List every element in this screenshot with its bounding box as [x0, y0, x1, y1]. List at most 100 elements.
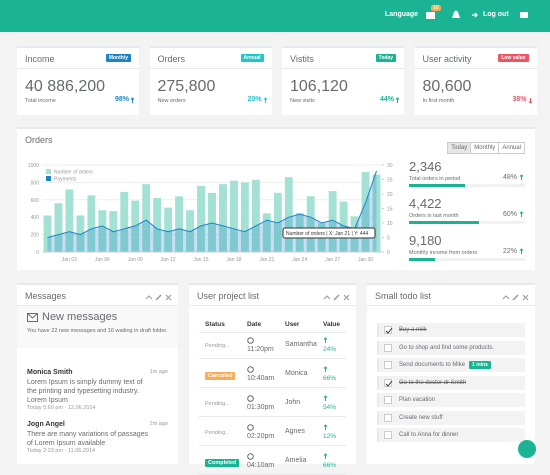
arrow-up: [323, 337, 328, 343]
progress-bar: [409, 221, 479, 224]
panel-tools: [145, 294, 172, 301]
summary-caption: Orders in last month: [409, 213, 459, 219]
y-tick-label: 400: [31, 215, 40, 221]
menu-icon[interactable]: [519, 11, 529, 20]
bar: [142, 184, 151, 252]
todo-panel: Small todo list Buy a milk Go to shop and…: [367, 283, 535, 464]
panel-tools: [323, 294, 350, 301]
y-tick-label: 600: [31, 198, 40, 204]
new-messages-box: New messages You have 22 new messages an…: [17, 306, 178, 348]
divider: [199, 358, 346, 359]
panel-title: Messages: [25, 291, 67, 301]
checkbox[interactable]: [384, 396, 392, 404]
stat-change: 38%: [512, 96, 527, 103]
stat-card: Income Monthly 40 886,200 Total income 98%: [17, 46, 139, 115]
message-name: Monica Smith: [27, 369, 73, 376]
arrow: [323, 453, 328, 459]
logout[interactable]: Log out: [483, 11, 509, 18]
x-tick-label: Jan 09: [128, 257, 143, 263]
chat-button[interactable]: [518, 440, 536, 458]
tooltip: Number of orders | X: Jan 21 | Y: 444: [286, 231, 368, 237]
arrow-up: [263, 97, 267, 103]
user: Agnes: [285, 428, 305, 435]
x-tick-label: Jan 12: [161, 257, 176, 263]
stat-tag: Low value: [498, 54, 529, 62]
projects-panel: User project list Status Date User Value Pen…: [189, 283, 356, 475]
x-tick-label: Jan 06: [95, 257, 110, 263]
checkbox[interactable]: [384, 431, 392, 439]
x-tick-label: Jan 03: [62, 257, 77, 263]
time: 02:20pm: [247, 433, 275, 440]
bar: [306, 196, 315, 252]
stat-tag: Annual: [240, 54, 264, 62]
range-button[interactable]: Annual: [498, 142, 525, 154]
legend-label: Number of orders: [54, 170, 93, 176]
range-button[interactable]: Today: [447, 142, 472, 154]
mail-icon[interactable]: [425, 10, 437, 20]
arrow: [323, 337, 328, 343]
stat-title: Vistits: [290, 54, 314, 64]
bar: [120, 191, 129, 252]
clock: [247, 395, 254, 402]
todo-badge: 1 mins: [469, 361, 491, 369]
x-tick-label: Jan 21: [259, 257, 274, 263]
stat-caption: New visits: [290, 98, 315, 104]
status: Pending...: [205, 343, 230, 349]
bar: [372, 174, 381, 252]
bar: [339, 201, 348, 252]
message-text: There are many variations of passages of…: [27, 431, 149, 447]
bar: [229, 180, 238, 252]
time: 10:40am: [247, 375, 275, 382]
legend-label: Payments: [54, 177, 77, 183]
user: Amelia: [285, 457, 307, 464]
range-button[interactable]: Monthly: [470, 142, 500, 154]
todo-item: Create new stuff: [377, 410, 525, 425]
stat-title: Income: [25, 54, 55, 64]
checkbox[interactable]: [384, 378, 393, 387]
column-header: User: [285, 321, 300, 328]
user: Monica: [285, 370, 308, 377]
bar: [153, 198, 162, 252]
message-text: Lorem Ipsum is simply dummy text of the …: [27, 379, 143, 404]
arrow: [519, 211, 524, 217]
todo-item: Go to shop and find some products.: [377, 340, 525, 355]
orders-panel: Orders Today Monthly Annual 0 200 400 600 800 1…: [17, 127, 535, 270]
progress-bar: [409, 258, 435, 261]
todo-item: Go to the doctor dr Smith: [377, 375, 525, 390]
collapse-icon: [323, 295, 331, 300]
bar: [240, 182, 249, 252]
language-menu[interactable]: Language: [385, 11, 419, 18]
panel-title: User project list: [197, 291, 260, 301]
checkbox[interactable]: [384, 326, 393, 334]
bar: [262, 213, 271, 252]
status: Completed: [205, 459, 240, 467]
x-tick-label: Jan 30: [358, 257, 373, 263]
close-icon: [343, 294, 350, 301]
config-icon: [333, 294, 340, 301]
bell-icon[interactable]: [450, 9, 462, 21]
arrow-down: [528, 98, 532, 104]
x-tick-label: Jan 24: [292, 257, 307, 263]
value: 12%: [323, 433, 337, 440]
stat-card: User activity Low value 80,600 In first mon…: [414, 46, 537, 115]
todo-text: Go to shop and find some products.: [399, 344, 495, 351]
arrow: [323, 395, 328, 401]
check: [385, 327, 393, 334]
stat-value: 275,800: [157, 78, 216, 95]
arrow-up: [323, 366, 328, 372]
arrow-up: [323, 453, 328, 459]
stat-card: Orders Annual 275,800 New orders 20%: [149, 46, 272, 115]
checkbox[interactable]: [384, 361, 392, 369]
checkbox[interactable]: [384, 413, 392, 422]
stat-value: 40 886,200: [25, 78, 106, 95]
clock: [247, 424, 254, 431]
divider: [149, 68, 272, 69]
stat-tag: Today: [375, 54, 396, 62]
arrow-up: [323, 424, 328, 430]
checkbox[interactable]: [384, 343, 392, 352]
bar: [361, 171, 370, 252]
bar: [65, 189, 74, 252]
y2-tick-label: 10: [387, 221, 393, 227]
time: 11:20pm: [247, 346, 274, 353]
todo-item: Send documents to Mike 1 mins: [377, 358, 525, 372]
